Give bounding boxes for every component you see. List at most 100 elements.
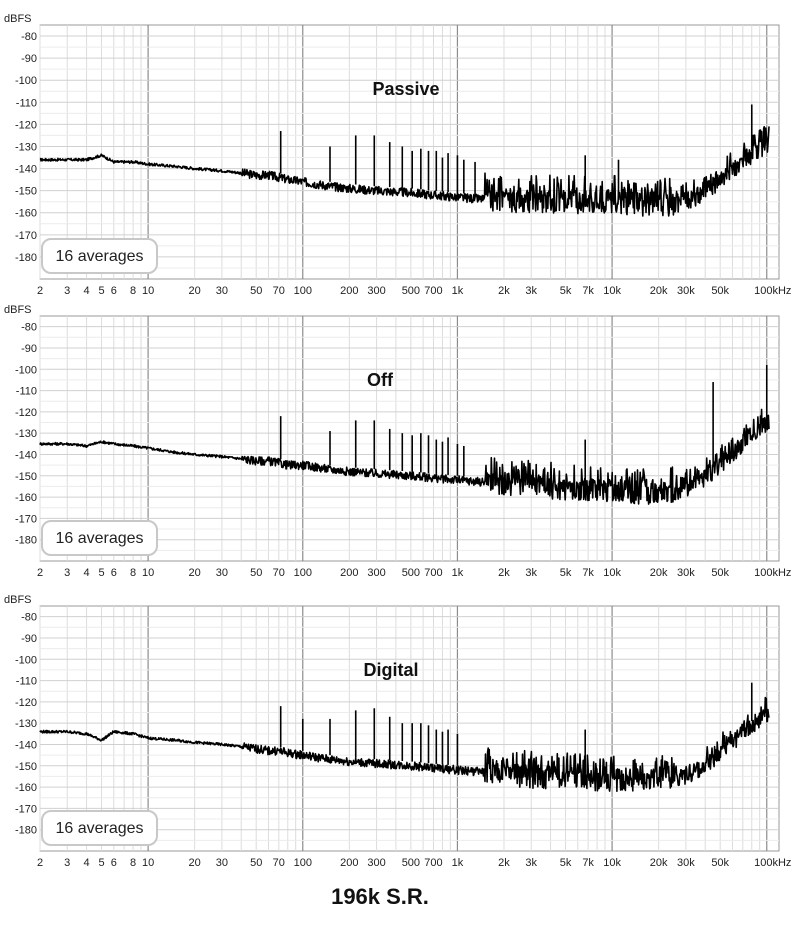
plot-area xyxy=(39,24,780,280)
x-tick-label: 4 xyxy=(83,285,89,297)
plot-area xyxy=(39,605,780,852)
chart-panel-2: -80 -90 -100 -110 -120 -130 -140 -150 -160 -170 -1… xyxy=(4,304,791,579)
y-axis-label: dBFS xyxy=(4,594,32,606)
y-tick-label: -180 xyxy=(15,825,37,837)
x-tick-label: 5 xyxy=(98,857,104,869)
x-tick-label: 7k xyxy=(582,567,594,579)
x-tick-label: 100 xyxy=(294,567,312,579)
x-tick-label: 7k xyxy=(582,857,594,869)
x-tick-label: 50 xyxy=(250,567,262,579)
x-tick-label: 30k xyxy=(677,857,695,869)
x-tick-label: 100kHz xyxy=(754,857,791,869)
x-tick-label: 30 xyxy=(216,567,228,579)
x-tick-label: 50k xyxy=(711,285,729,297)
x-tick-label: 30 xyxy=(216,857,228,869)
y-tick-label: -180 xyxy=(15,252,37,264)
y-tick-label: -170 xyxy=(15,230,37,242)
x-tick-label: 700 xyxy=(424,567,442,579)
x-tick-label: 20k xyxy=(650,857,668,869)
x-tick-label: 50k xyxy=(711,567,729,579)
x-tick-label: 100kHz xyxy=(754,567,791,579)
x-tick-label: 2k xyxy=(498,857,510,869)
averages-badge xyxy=(41,238,158,274)
x-tick-label: 5k xyxy=(560,857,572,869)
y-tick-label: -110 xyxy=(16,97,37,109)
x-tick-label: 8 xyxy=(130,857,136,869)
spectrum-line xyxy=(39,696,770,792)
x-tick-label: 2k xyxy=(498,285,510,297)
x-tick-label: 6 xyxy=(111,857,117,869)
y-tick-label: -140 xyxy=(15,449,37,461)
x-tick-label: 700 xyxy=(424,285,442,297)
x-tick-label: 20k xyxy=(650,567,668,579)
averages-label: 16 averages xyxy=(55,530,143,547)
chart-title: Passive xyxy=(372,79,439,99)
y-tick-label: -90 xyxy=(21,53,37,65)
y-tick-label: -80 xyxy=(21,612,37,624)
x-tick-label: 100kHz xyxy=(754,285,791,297)
y-tick-label: -170 xyxy=(15,513,37,525)
x-tick-label: 1k xyxy=(452,567,464,579)
x-tick-label: 3k xyxy=(525,567,537,579)
y-tick-label: -150 xyxy=(15,761,37,773)
y-tick-label: -120 xyxy=(15,407,37,419)
x-tick-label: 300 xyxy=(367,567,385,579)
x-tick-label: 5 xyxy=(98,567,104,579)
x-tick-label: 200 xyxy=(340,567,358,579)
figure-caption: 196k S.R. xyxy=(331,884,429,909)
averages-badge xyxy=(41,520,158,556)
y-tick-label: -160 xyxy=(15,782,37,794)
x-tick-label: 50 xyxy=(250,285,262,297)
y-axis-label: dBFS xyxy=(4,13,32,25)
x-tick-label: 30k xyxy=(677,567,695,579)
x-tick-label: 70 xyxy=(273,567,285,579)
x-tick-label: 10k xyxy=(603,567,621,579)
y-tick-label: -80 xyxy=(21,31,37,43)
y-tick-label: -120 xyxy=(15,119,37,131)
x-tick-label: 30k xyxy=(677,285,695,297)
y-tick-label: -100 xyxy=(15,364,37,376)
y-tick-label: -110 xyxy=(16,386,37,398)
averages-label: 16 averages xyxy=(55,248,143,265)
averages-badge xyxy=(41,810,158,846)
horizontal-gridlines xyxy=(40,616,779,841)
y-tick-label: -100 xyxy=(15,654,37,666)
y-tick-label: -130 xyxy=(15,718,37,730)
x-tick-label: 3 xyxy=(64,567,70,579)
x-tick-label: 8 xyxy=(130,567,136,579)
x-tick-label: 4 xyxy=(83,567,89,579)
x-tick-label: 3k xyxy=(525,857,537,869)
plot-area xyxy=(39,315,780,562)
averages-label: 16 averages xyxy=(55,820,143,837)
x-tick-label: 5k xyxy=(560,285,572,297)
y-tick-label: -130 xyxy=(15,141,37,153)
x-tick-label: 70 xyxy=(273,285,285,297)
minor-gridlines xyxy=(39,316,768,561)
x-tick-label: 1k xyxy=(452,285,464,297)
x-tick-label: 20 xyxy=(189,285,201,297)
x-tick-label: 8 xyxy=(130,285,136,297)
x-tick-label: 100 xyxy=(294,285,312,297)
x-tick-label: 100 xyxy=(294,857,312,869)
chart-panel-1: -80 -90 -100 -110 -120 -130 -140 -150 -160 -170 -1… xyxy=(4,13,791,297)
x-tick-label: 300 xyxy=(367,857,385,869)
x-tick-label: 5 xyxy=(98,285,104,297)
x-tick-label: 50k xyxy=(711,857,729,869)
x-tick-label: 70 xyxy=(273,857,285,869)
y-tick-label: -150 xyxy=(15,186,37,198)
y-tick-label: -170 xyxy=(15,803,37,815)
chart-title: Digital xyxy=(363,660,418,680)
y-tick-label: -150 xyxy=(15,471,37,483)
y-tick-label: -100 xyxy=(15,75,37,87)
x-tick-label: 200 xyxy=(340,857,358,869)
x-tick-label: 700 xyxy=(424,857,442,869)
y-tick-label: -130 xyxy=(15,428,37,440)
x-tick-label: 4 xyxy=(83,857,89,869)
x-tick-label: 300 xyxy=(367,285,385,297)
chart-panel-3: -80 -90 -100 -110 -120 -130 -140 -150 -160 -170 -1… xyxy=(4,594,791,869)
x-tick-label: 7k xyxy=(582,285,594,297)
y-tick-label: -160 xyxy=(15,208,37,220)
x-tick-label: 20 xyxy=(189,567,201,579)
x-tick-label: 2 xyxy=(37,285,43,297)
